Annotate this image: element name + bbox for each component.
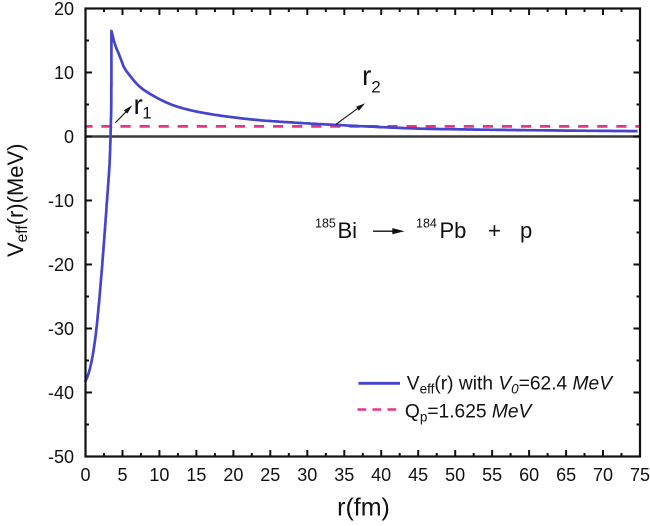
svg-text:55: 55 [482,465,502,485]
svg-text:185: 185 [315,217,336,231]
svg-text:0: 0 [64,127,74,147]
svg-text:0: 0 [80,465,90,485]
svg-text:r: r [134,89,143,120]
svg-text:-50: -50 [48,447,74,467]
svg-text:Veff(r) with V0=62.4 MeV: Veff(r) with V0=62.4 MeV [407,374,614,397]
svg-text:20: 20 [54,0,74,19]
svg-text:184: 184 [416,217,437,231]
svg-text:Bi: Bi [338,218,358,243]
svg-text:r(fm): r(fm) [337,494,390,522]
svg-text:10: 10 [54,63,74,83]
svg-text:2: 2 [371,78,380,97]
svg-text:30: 30 [297,465,317,485]
svg-text:25: 25 [260,465,280,485]
svg-text:p: p [520,218,532,243]
svg-text:10: 10 [149,465,169,485]
svg-text:70: 70 [593,465,613,485]
svg-text:1: 1 [142,104,151,123]
svg-text:35: 35 [334,465,354,485]
svg-text:20: 20 [223,465,243,485]
svg-text:15: 15 [186,465,206,485]
svg-text:r: r [362,60,371,91]
svg-text:Qp=1.625 MeV: Qp=1.625 MeV [405,402,534,425]
svg-text:+: + [488,218,501,243]
svg-text:-30: -30 [48,319,74,339]
svg-text:60: 60 [519,465,539,485]
svg-text:Pb: Pb [440,218,467,243]
svg-text:-10: -10 [48,191,74,211]
svg-text:50: 50 [445,465,465,485]
svg-text:-40: -40 [48,383,74,403]
svg-text:75: 75 [630,465,650,485]
svg-text:-20: -20 [48,255,74,275]
svg-text:5: 5 [117,465,127,485]
svg-text:40: 40 [371,465,391,485]
svg-text:45: 45 [408,465,428,485]
svg-text:65: 65 [556,465,576,485]
svg-text:Veff(r)(MeV): Veff(r)(MeV) [3,143,31,257]
